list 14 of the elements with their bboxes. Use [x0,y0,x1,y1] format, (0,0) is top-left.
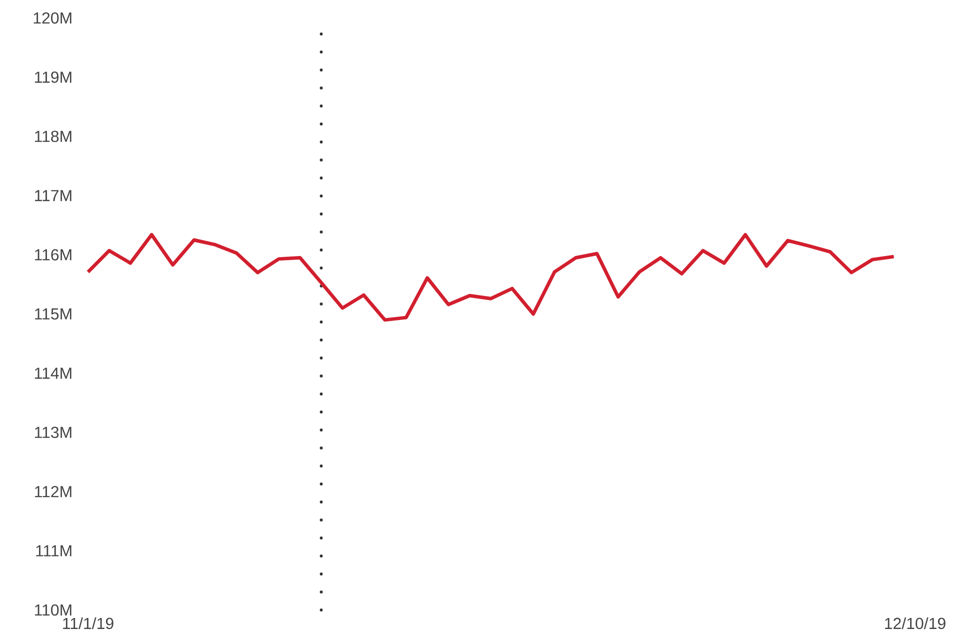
y-tick-label: 117M [35,190,72,202]
y-tick-label: 111M [36,545,72,556]
y-tick-label: 118M [35,130,72,142]
y-tick-label: 115M [35,308,72,320]
y-tick-label: 119M [35,72,72,83]
y-tick-label: 110M [35,604,72,616]
y-tick-label: 112M [35,486,72,498]
x-tick-label: 11/1/19 [63,617,114,630]
y-tick-label: 116M [35,249,72,260]
y-tick-label: 114M [35,368,72,379]
line-series [86,232,896,322]
x-tick-label: 12/10/19 [885,617,946,630]
y-tick-label: 113M [35,426,72,438]
y-tick-label: 120M [34,12,72,24]
